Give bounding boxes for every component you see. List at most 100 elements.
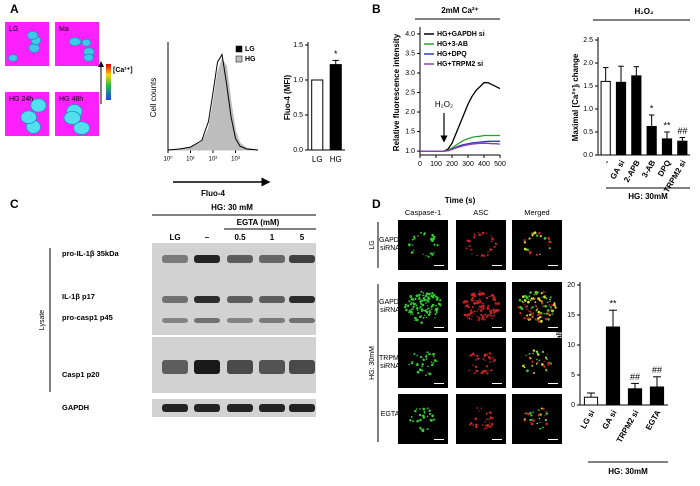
blot-band <box>194 318 220 323</box>
cell <box>63 110 81 125</box>
fluorescent-spot <box>485 365 489 368</box>
bar <box>600 80 611 156</box>
fluorescent-spot <box>492 308 495 311</box>
fluorescent-spot <box>540 292 543 295</box>
fluorescent-spot <box>547 361 551 365</box>
fluorescent-spot <box>493 310 496 314</box>
fluorescent-spot <box>481 316 485 320</box>
fluorescent-spot <box>524 418 526 420</box>
fluorescent-spot <box>422 416 426 419</box>
blot-band <box>259 404 285 412</box>
fluorescent-spot <box>482 304 485 308</box>
channel-label: ASC <box>473 208 489 217</box>
fluorescent-spot <box>409 419 412 422</box>
fluorescent-spot <box>423 410 426 413</box>
fluorescent-spot <box>422 253 424 255</box>
fluorescent-spot <box>487 251 489 253</box>
fluorescent-spot <box>415 294 417 297</box>
fluorescent-spot <box>478 410 480 412</box>
fluorescent-spot <box>480 254 484 257</box>
panel-label: A <box>10 2 19 16</box>
fluorescent-spot <box>478 234 480 236</box>
fluorescent-spot <box>422 296 425 300</box>
y-tick-label: 1.0 <box>583 106 593 113</box>
fluorescent-spot <box>540 319 543 322</box>
fluorescent-spot <box>484 421 486 423</box>
fluorescent-spot <box>429 309 431 311</box>
fluorescent-spot <box>422 294 424 297</box>
fluorescent-spot <box>494 242 498 245</box>
fluorescent-spot <box>490 235 492 237</box>
fluorescent-spot <box>521 295 525 298</box>
fluorescent-spot <box>422 358 425 362</box>
x-tick-label: 10³ <box>231 157 240 163</box>
fluorescent-spot <box>522 301 525 304</box>
fluorescent-spot <box>433 252 435 254</box>
fluorescent-spot <box>479 300 482 304</box>
y-tick-label: 1.0 <box>293 77 303 84</box>
fluorescent-spot <box>541 363 544 366</box>
fluorescent-spot <box>417 311 420 315</box>
significance: * <box>334 49 338 59</box>
blot-row-label: pro-IL-1β 35kDa <box>62 249 120 258</box>
scale-bar <box>548 439 558 440</box>
y-axis-label: Maximal [Ca²⁺]ᵢ change <box>571 53 580 141</box>
fluorescent-spot <box>544 418 547 421</box>
fluorescent-spot <box>411 360 414 363</box>
fluorescent-spot <box>430 361 433 363</box>
fluorescent-spot <box>540 301 544 305</box>
fluorescent-spot <box>546 353 548 355</box>
blot-row-label: pro-casp1 p45 <box>62 313 113 322</box>
fluorescent-spot <box>548 247 551 250</box>
x-tick-label: 10⁰ <box>163 156 173 163</box>
fluorescent-spot <box>422 292 425 294</box>
y-tick-label: 4.0 <box>405 31 415 38</box>
significance: ** <box>609 299 617 309</box>
x-tick-label: EGTA <box>644 408 663 431</box>
fluorescent-spot <box>470 248 473 251</box>
blot-band <box>162 360 188 374</box>
fluorescent-spot <box>550 362 553 365</box>
micrograph-label: HG 48h <box>59 96 83 103</box>
fluorescent-spot <box>523 247 527 251</box>
fluorescent-spot <box>544 295 547 297</box>
stimulus-label: H₂O₂ <box>435 100 453 109</box>
fluorescent-spot <box>404 305 407 309</box>
legend-label: HG+TRPM2 si <box>437 61 483 68</box>
lane-label: – <box>205 233 210 242</box>
y-tick-label: 15 <box>567 312 575 319</box>
bar <box>329 64 342 151</box>
blot-band <box>194 255 220 263</box>
fluorescent-spot <box>475 359 477 361</box>
fluorescent-spot <box>489 417 492 419</box>
fluorescent-spot <box>418 293 421 297</box>
micrograph-label: LG <box>9 26 18 33</box>
fluorescent-spot <box>527 300 530 304</box>
blot-fraction: Lysate <box>39 310 46 330</box>
fluorescent-spot <box>420 355 423 358</box>
fluorescent-spot <box>528 317 531 320</box>
fluorescent-spot <box>532 411 534 413</box>
bar <box>605 326 621 406</box>
fluorescent-spot <box>419 408 421 410</box>
fluorescent-spot <box>426 305 428 307</box>
micrograph <box>456 338 506 388</box>
fluorescent-spot <box>410 362 414 365</box>
fluorescent-spot <box>465 247 468 250</box>
fluorescent-spot <box>464 305 467 308</box>
fluorescent-spot <box>542 407 545 411</box>
fluorescent-spot <box>481 424 484 426</box>
fluorescent-spot <box>414 409 417 413</box>
blot-band <box>227 255 253 263</box>
blot-row-label: IL-1β p17 <box>62 292 95 301</box>
lane-label: 1 <box>270 233 275 242</box>
fluorescent-spot <box>483 369 487 373</box>
fluorescent-spot <box>418 413 422 417</box>
blot-band <box>259 318 285 323</box>
fluorescent-spot <box>526 369 529 373</box>
fluorescent-spot <box>532 352 534 355</box>
y-tick-label: 1.5 <box>293 42 303 49</box>
fluorescent-spot <box>545 297 548 300</box>
blot-treatment: EGTA (mM) <box>237 218 280 227</box>
fluorescent-spot <box>412 420 414 423</box>
